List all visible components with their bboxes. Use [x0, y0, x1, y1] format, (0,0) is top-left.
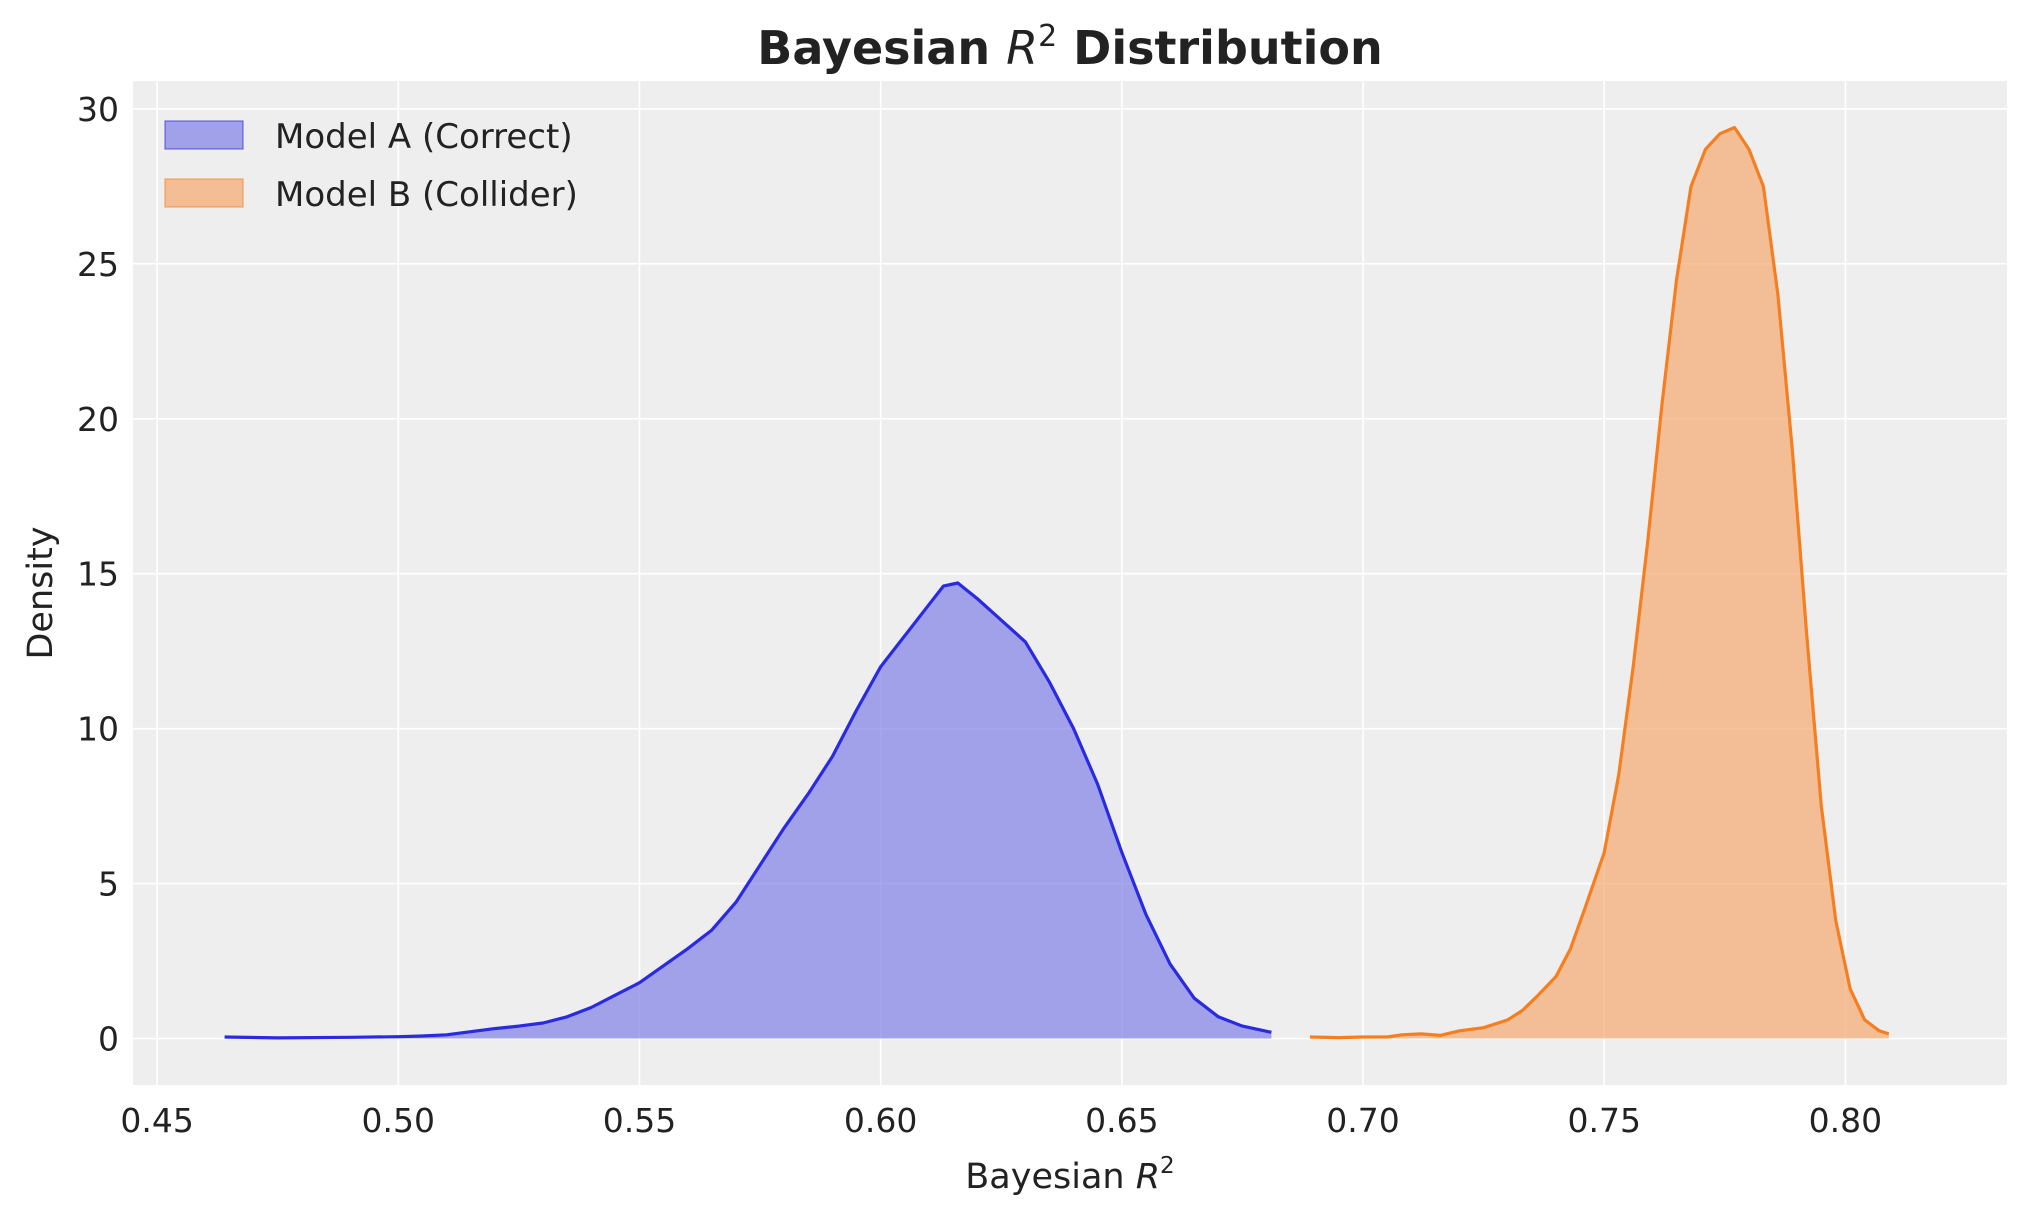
chart-title-suffix: Distribution [1057, 21, 1383, 75]
x-tick-label: 0.45 [120, 1101, 193, 1140]
x-tick-label: 0.70 [1326, 1101, 1399, 1140]
legend-label: Model B (Collider) [275, 175, 578, 215]
series-line-2 [1309, 125, 1890, 1040]
legend-label: Model A (Correct) [275, 117, 573, 157]
x-axis-label-main: Bayesian [965, 1157, 1135, 1197]
y-tick-label: 0 [98, 1020, 119, 1059]
x-tick-label: 0.65 [1085, 1101, 1158, 1140]
x-tick-label: 0.55 [603, 1101, 676, 1140]
x-axis-ticks: 0.45 0.50 0.55 0.60 0.65 0.70 0.75 0.80 [120, 1101, 1882, 1140]
series-area-2 [1310, 127, 1889, 1039]
legend-swatch [164, 120, 244, 150]
y-tick-label: 30 [77, 90, 119, 129]
y-tick-label: 10 [77, 710, 119, 749]
series-area-1 [224, 583, 1272, 1039]
x-tick-label: 0.75 [1567, 1101, 1640, 1140]
x-tick-label: 0.80 [1809, 1101, 1882, 1140]
legend-swatch [164, 178, 244, 208]
x-tick-label: 0.50 [362, 1101, 435, 1140]
x-axis-label-math-sup: 2 [1160, 1153, 1175, 1179]
y-axis-ticks: 0 5 10 15 20 25 30 [77, 90, 119, 1059]
y-axis-label: Density [21, 526, 61, 659]
chart-title: Bayesian R2 Distribution [757, 19, 1382, 75]
x-axis-label: Bayesian R2 [965, 1153, 1174, 1197]
legend: Model A (Correct) Model B (Collider) [164, 117, 578, 215]
x-axis-label-math-base: R [1136, 1157, 1160, 1197]
y-tick-label: 5 [98, 865, 119, 904]
chart-title-main: Bayesian [757, 21, 1006, 75]
series-layer [224, 125, 1890, 1040]
y-tick-label: 25 [77, 245, 119, 284]
y-tick-label: 15 [77, 555, 119, 594]
chart-title-math-base: R [1006, 21, 1038, 75]
y-tick-label: 20 [77, 400, 119, 439]
series-line-1 [224, 581, 1272, 1040]
chart-title-math-sup: 2 [1038, 19, 1057, 54]
x-tick-label: 0.60 [844, 1101, 917, 1140]
